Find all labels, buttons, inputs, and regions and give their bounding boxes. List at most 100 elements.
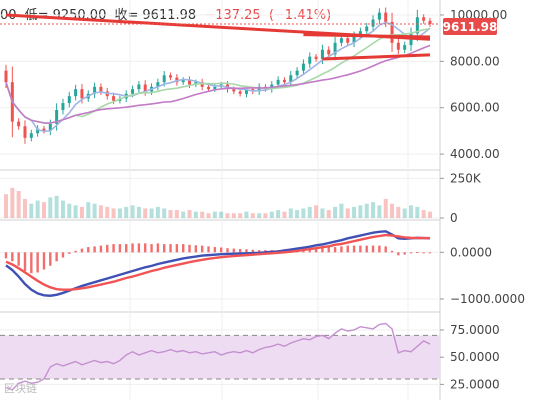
candle-body <box>244 89 248 94</box>
trendline <box>303 33 431 39</box>
volume-bar <box>124 206 129 218</box>
candle-body <box>358 31 362 36</box>
volume-bar <box>307 206 312 218</box>
volume-bar <box>377 205 382 218</box>
candle-body <box>74 89 78 97</box>
volume-bar <box>345 208 350 218</box>
macd-histogram-bar <box>359 245 362 253</box>
volume-bar <box>48 197 53 218</box>
volume-bar <box>390 203 395 218</box>
macd-histogram-bar <box>80 248 84 253</box>
close-value: 9611.98 <box>142 8 197 23</box>
rsi-band <box>0 335 440 379</box>
macd-histogram-bar <box>188 244 191 253</box>
macd-histogram-bar <box>194 245 198 253</box>
volume-bar <box>143 208 148 218</box>
volume-bar <box>111 208 116 218</box>
candle-body <box>112 96 116 101</box>
macd-histogram-bar <box>416 251 419 253</box>
macd-histogram-bar <box>232 248 236 253</box>
macd-histogram-bar <box>428 252 432 254</box>
macd-histogram-bar <box>11 252 14 262</box>
volume-bar <box>155 206 160 218</box>
macd-histogram-bar <box>308 248 311 253</box>
macd-histogram-bar <box>87 247 90 253</box>
candle-body <box>365 26 369 32</box>
volume-bar <box>314 205 319 218</box>
macd-histogram-bar <box>245 249 248 253</box>
volume-bar <box>212 211 217 218</box>
candle-body <box>61 103 65 111</box>
macd-histogram-bar <box>314 247 318 253</box>
macd-histogram-bar <box>74 250 77 253</box>
y-tick-label: 8000.00 <box>450 54 500 68</box>
macd-histogram-bar <box>346 245 349 253</box>
ma-mid-line <box>5 27 431 124</box>
watermark: 区块链 <box>4 381 37 395</box>
volume-bar <box>333 206 338 218</box>
y-tick-label: 75.0000 <box>450 323 500 337</box>
candle-body <box>295 70 299 76</box>
y-tick-label: 50.0000 <box>450 350 500 364</box>
candle-body <box>396 42 400 50</box>
volume-bar <box>358 205 363 218</box>
candle-body <box>131 89 135 94</box>
volume-bar <box>105 206 110 218</box>
candle-body <box>308 56 312 64</box>
volume-bar <box>352 206 357 218</box>
ma-slow-line <box>5 44 431 124</box>
candle-body <box>301 63 305 71</box>
candle-body <box>162 75 166 83</box>
candle-body <box>48 123 52 131</box>
candle-body <box>232 89 236 92</box>
candle-body <box>403 45 407 50</box>
candle-body <box>181 79 185 83</box>
macd-histogram-bar <box>327 247 330 253</box>
candle-body <box>23 126 27 138</box>
volume-bar <box>421 210 426 218</box>
volume-bar <box>200 211 205 218</box>
macd-histogram-bar <box>251 249 255 253</box>
macd-histogram-bar <box>169 244 172 253</box>
macd-histogram-bar <box>163 244 166 253</box>
volume-bar <box>136 206 141 218</box>
macd-histogram-bar <box>365 245 368 253</box>
volume-bar <box>364 203 369 218</box>
price-tag: 9611.98 <box>443 20 498 34</box>
volume-bar <box>339 203 344 218</box>
volume-bar <box>193 211 198 218</box>
macd-histogram-bar <box>106 244 109 253</box>
volume-bar <box>29 203 34 218</box>
candle-body <box>207 86 211 90</box>
macd-histogram-bar <box>409 252 413 254</box>
macd-histogram-bar <box>384 246 387 253</box>
y-tick-label: 6000.00 <box>450 101 500 115</box>
volume-bar <box>238 213 243 218</box>
volume-bar <box>22 198 27 218</box>
volume-bar <box>402 208 407 218</box>
volume-bar <box>371 202 376 218</box>
macd-histogram-bar <box>23 252 27 271</box>
macd-histogram-bar <box>352 245 356 253</box>
volume-bar <box>92 203 97 218</box>
macd-line <box>5 230 431 297</box>
volume-bar <box>320 208 325 218</box>
candle-body <box>320 49 324 60</box>
volume-bar <box>149 208 154 218</box>
candle-body <box>346 38 350 43</box>
volume-bar <box>73 205 78 218</box>
volume-bar <box>409 205 414 218</box>
macd-histogram-bar <box>99 245 103 253</box>
volume-bar <box>225 213 230 218</box>
candle-body <box>213 86 217 90</box>
candle-body <box>314 56 318 60</box>
price-tag-background <box>443 18 497 35</box>
volume-bar <box>231 213 236 218</box>
candle-body <box>415 17 419 34</box>
candle-body <box>384 12 388 22</box>
candle-body <box>371 19 375 27</box>
volume-bar <box>181 211 186 218</box>
volume-bar <box>187 210 192 218</box>
candle-body <box>156 82 160 87</box>
trendline <box>322 53 431 61</box>
